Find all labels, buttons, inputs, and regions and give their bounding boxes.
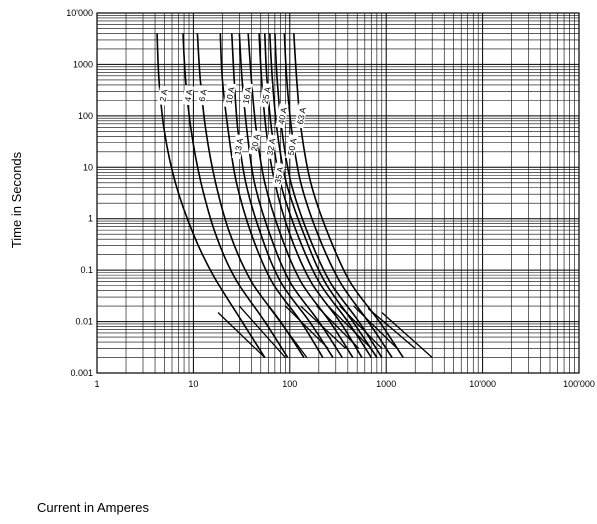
curve-label-group: 63 A: [294, 103, 308, 128]
x-axis-ticks: 1 10 100 1000 10'000 100'000: [94, 379, 594, 389]
curve-25a: [259, 34, 362, 358]
y-tick-label: 1: [88, 214, 93, 224]
curve-label-group: 50 A: [285, 134, 299, 159]
x-tick-label: 10'000: [469, 379, 496, 389]
curve-label: 63 A: [295, 106, 308, 125]
x-tick-label: 1000: [376, 379, 396, 389]
curve-label: 10 A: [224, 86, 237, 105]
y-axis-ticks: 0.001 0.01 0.1 1 10 100 1000 10'000: [66, 8, 93, 378]
curve-label: 20 A: [249, 133, 262, 152]
curve-label: 13 A: [232, 137, 245, 156]
y-tick-label: 10'000: [66, 8, 93, 18]
curve-label-group: 13 A: [232, 134, 246, 159]
x-tick-label: 100: [282, 379, 297, 389]
y-tick-label: 0.1: [80, 265, 93, 275]
curve-label: 40 A: [276, 106, 289, 125]
x-axis-title: Current in Amperes: [37, 500, 149, 515]
curve-segment: [268, 306, 306, 357]
curve-label-group: 6 A: [196, 85, 209, 105]
y-tick-label: 0.001: [70, 368, 93, 378]
curve-label: 50 A: [286, 137, 299, 156]
x-tick-label: 1: [94, 379, 99, 389]
y-tick-label: 0.01: [75, 317, 93, 327]
curve-label: 25 A: [260, 86, 273, 105]
curve-13a: [232, 34, 333, 358]
y-tick-label: 10: [83, 162, 93, 172]
y-axis-title: Time in Seconds: [9, 151, 24, 248]
curve-35a: [270, 34, 377, 358]
curves: [157, 34, 432, 358]
curve-segment: [239, 306, 285, 357]
x-tick-label: 100'000: [563, 379, 595, 389]
y-tick-label: 1000: [73, 59, 93, 69]
curve-32a: [265, 34, 372, 358]
curve-label-group: 35 A: [272, 163, 286, 188]
curve-label-group: 40 A: [275, 103, 289, 128]
y-tick-label: 100: [78, 111, 93, 121]
curve-label: 35 A: [272, 166, 285, 185]
x-tick-label: 10: [188, 379, 198, 389]
